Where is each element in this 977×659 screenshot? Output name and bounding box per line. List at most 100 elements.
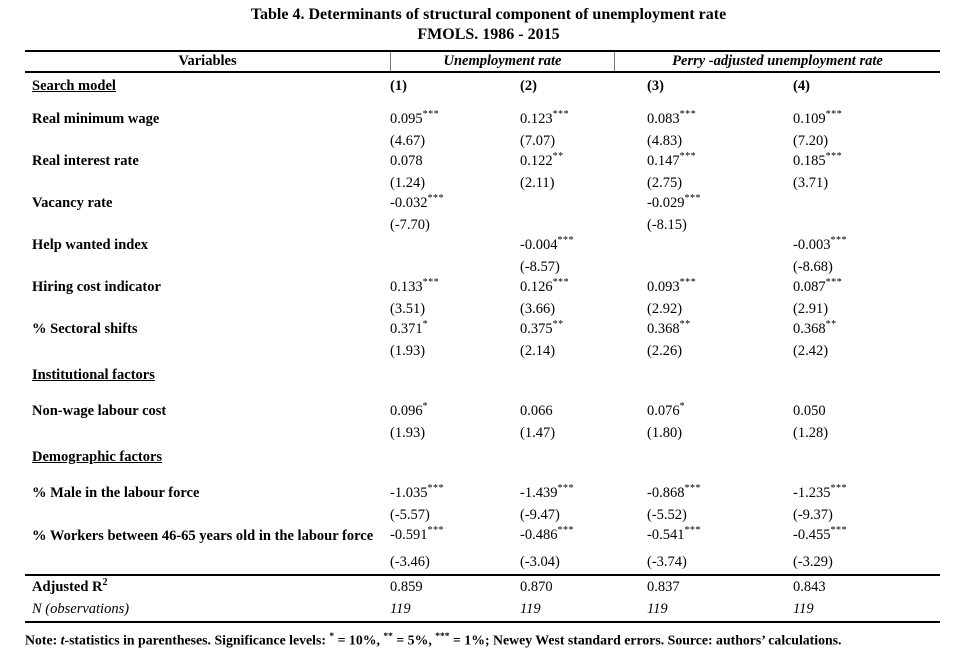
coef-cell: -0.032*** bbox=[390, 193, 520, 215]
variable-row: % Male in the labour force -1.035*** -1.43… bbox=[25, 483, 940, 505]
variable-label: Hiring cost indicator bbox=[32, 279, 161, 295]
coef-value: 0.093 bbox=[647, 279, 680, 295]
note-text: = 10%, bbox=[334, 632, 384, 648]
note-text: = 1%; Newey West standard errors. Source… bbox=[449, 632, 842, 648]
tstat-row: (1.24) (2.11) (2.75) (3.71) bbox=[25, 173, 940, 193]
significance-stars: *** bbox=[679, 109, 697, 120]
stat-label: N (observations) bbox=[25, 599, 390, 619]
tstat-label-spacer bbox=[25, 341, 390, 361]
tstat-cell: (-3.74) bbox=[647, 554, 687, 570]
coef-value: -1.235 bbox=[793, 485, 831, 501]
coef-value: -0.591 bbox=[390, 527, 428, 543]
tstat-cell: (-3.04) bbox=[520, 554, 560, 570]
coef-value: -1.439 bbox=[520, 485, 558, 501]
coef-value: -0.032 bbox=[390, 195, 428, 211]
coef-cell: -0.455*** bbox=[793, 525, 915, 547]
stat-value-cell: 119 bbox=[520, 601, 541, 617]
coef-value: 0.095 bbox=[390, 111, 423, 127]
significance-stars: *** bbox=[422, 277, 440, 288]
significance-stars: *** bbox=[830, 483, 847, 494]
stat-value-cell: 0.859 bbox=[390, 579, 423, 595]
stat-value-cell: 119 bbox=[793, 601, 814, 617]
coef-cell: -1.035*** bbox=[390, 483, 520, 505]
section-header-text: Demographic factors bbox=[32, 449, 163, 465]
tstat-cell: (2.42) bbox=[793, 343, 829, 359]
tstat-cell: (-8.15) bbox=[647, 217, 687, 233]
coef-value: -0.004 bbox=[520, 237, 558, 253]
tstat-cell: (1.80) bbox=[647, 425, 683, 441]
coef-cell: 0.375** bbox=[520, 319, 647, 341]
coef-cell: 0.078 bbox=[390, 151, 520, 173]
section-header-label: Demographic factors bbox=[25, 447, 390, 467]
variable-label: Vacancy rate bbox=[32, 195, 113, 211]
coef-value: -0.029 bbox=[647, 195, 685, 211]
significance-stars: *** bbox=[557, 483, 574, 494]
stat-value-cell: 119 bbox=[647, 601, 668, 617]
coef-value: 0.185 bbox=[793, 153, 826, 169]
stat-label-superscript: 2 bbox=[102, 577, 108, 588]
significance-stars: *** bbox=[825, 277, 843, 288]
coef-cell: 0.368** bbox=[793, 319, 915, 341]
coef-cell: 0.095*** bbox=[390, 109, 520, 131]
regression-table: Variables Unemployment rate Perry -adjus… bbox=[25, 50, 940, 623]
coef-cell: 0.066 bbox=[520, 401, 647, 423]
coef-cell: -0.029*** bbox=[647, 193, 793, 215]
variable-row: Help wanted index -0.004*** -0.003*** bbox=[25, 235, 940, 257]
variable-row: Non-wage labour cost 0.096* 0.066 0.076* 0.0… bbox=[25, 401, 940, 423]
coef-cell: 0.371* bbox=[390, 319, 520, 341]
coef-value: 0.087 bbox=[793, 279, 826, 295]
coef-cell: 0.126*** bbox=[520, 277, 647, 299]
significance-stars: * bbox=[422, 319, 429, 330]
column-header-2: (2) bbox=[520, 78, 537, 94]
tstat-cell: (2.26) bbox=[647, 343, 683, 359]
significance-stars: ** bbox=[552, 151, 564, 162]
tstat-label-spacer bbox=[25, 505, 390, 525]
coef-value: 0.050 bbox=[793, 403, 826, 419]
tstat-cell: (1.93) bbox=[390, 425, 426, 441]
tstat-row: (1.93) (2.14) (2.26) (2.42) bbox=[25, 341, 940, 361]
coef-cell: 0.109*** bbox=[793, 109, 915, 131]
search-model-label: Search model bbox=[32, 78, 116, 94]
tstat-cell bbox=[647, 257, 793, 277]
coef-value: 0.368 bbox=[793, 321, 826, 337]
table-body: Real minimum wage 0.095*** 0.123*** 0.083**… bbox=[25, 109, 940, 572]
coef-value: -0.003 bbox=[793, 237, 831, 253]
coef-value: 0.368 bbox=[647, 321, 680, 337]
tstat-cell: (-3.46) bbox=[390, 554, 430, 570]
note-significance-star: * bbox=[329, 632, 335, 642]
coef-cell: 0.147*** bbox=[647, 151, 793, 173]
table-note: Note: t-statistics in parentheses. Signi… bbox=[25, 627, 950, 651]
significance-stars: * bbox=[422, 401, 429, 412]
variables-column-header: Variables bbox=[178, 53, 237, 69]
variable-label: Real interest rate bbox=[32, 153, 139, 169]
coef-value: -1.035 bbox=[390, 485, 428, 501]
significance-stars: *** bbox=[557, 525, 574, 536]
tstat-row: (-5.57) (-9.47) (-5.52) (-9.37) bbox=[25, 505, 940, 525]
coef-cell: -0.591*** bbox=[390, 525, 520, 547]
variable-label: Non-wage labour cost bbox=[32, 403, 167, 419]
significance-stars: *** bbox=[427, 193, 444, 204]
significance-stars: *** bbox=[557, 235, 574, 246]
coef-value: 0.133 bbox=[390, 279, 423, 295]
coef-value: 0.375 bbox=[520, 321, 553, 337]
table-title: Table 4. Determinants of structural comp… bbox=[250, 6, 727, 23]
group-header-unemployment-rate: Unemployment rate bbox=[390, 52, 614, 71]
tstat-row: (-8.57) (-8.68) bbox=[25, 257, 940, 277]
coef-cell: 0.185*** bbox=[793, 151, 915, 173]
tstat-cell: (2.11) bbox=[520, 175, 555, 191]
significance-stars: *** bbox=[830, 525, 847, 536]
variable-row: % Workers between 46-65 years old in the… bbox=[25, 525, 940, 547]
note-text: = 5%, bbox=[392, 632, 436, 648]
variable-label: % Male in the labour force bbox=[32, 485, 200, 501]
tstat-label-spacer bbox=[25, 552, 390, 572]
significance-stars: *** bbox=[684, 525, 701, 536]
coef-cell: 0.368** bbox=[647, 319, 793, 341]
coef-value: -0.486 bbox=[520, 527, 558, 543]
tstat-cell bbox=[390, 257, 520, 277]
tstat-cell: (2.92) bbox=[647, 301, 683, 317]
significance-stars: *** bbox=[427, 483, 444, 494]
significance-stars: *** bbox=[684, 193, 701, 204]
stat-value-cell: 0.843 bbox=[793, 579, 826, 595]
significance-stars: * bbox=[679, 401, 686, 412]
tstat-row: (1.93) (1.47) (1.80) (1.28) bbox=[25, 423, 940, 443]
